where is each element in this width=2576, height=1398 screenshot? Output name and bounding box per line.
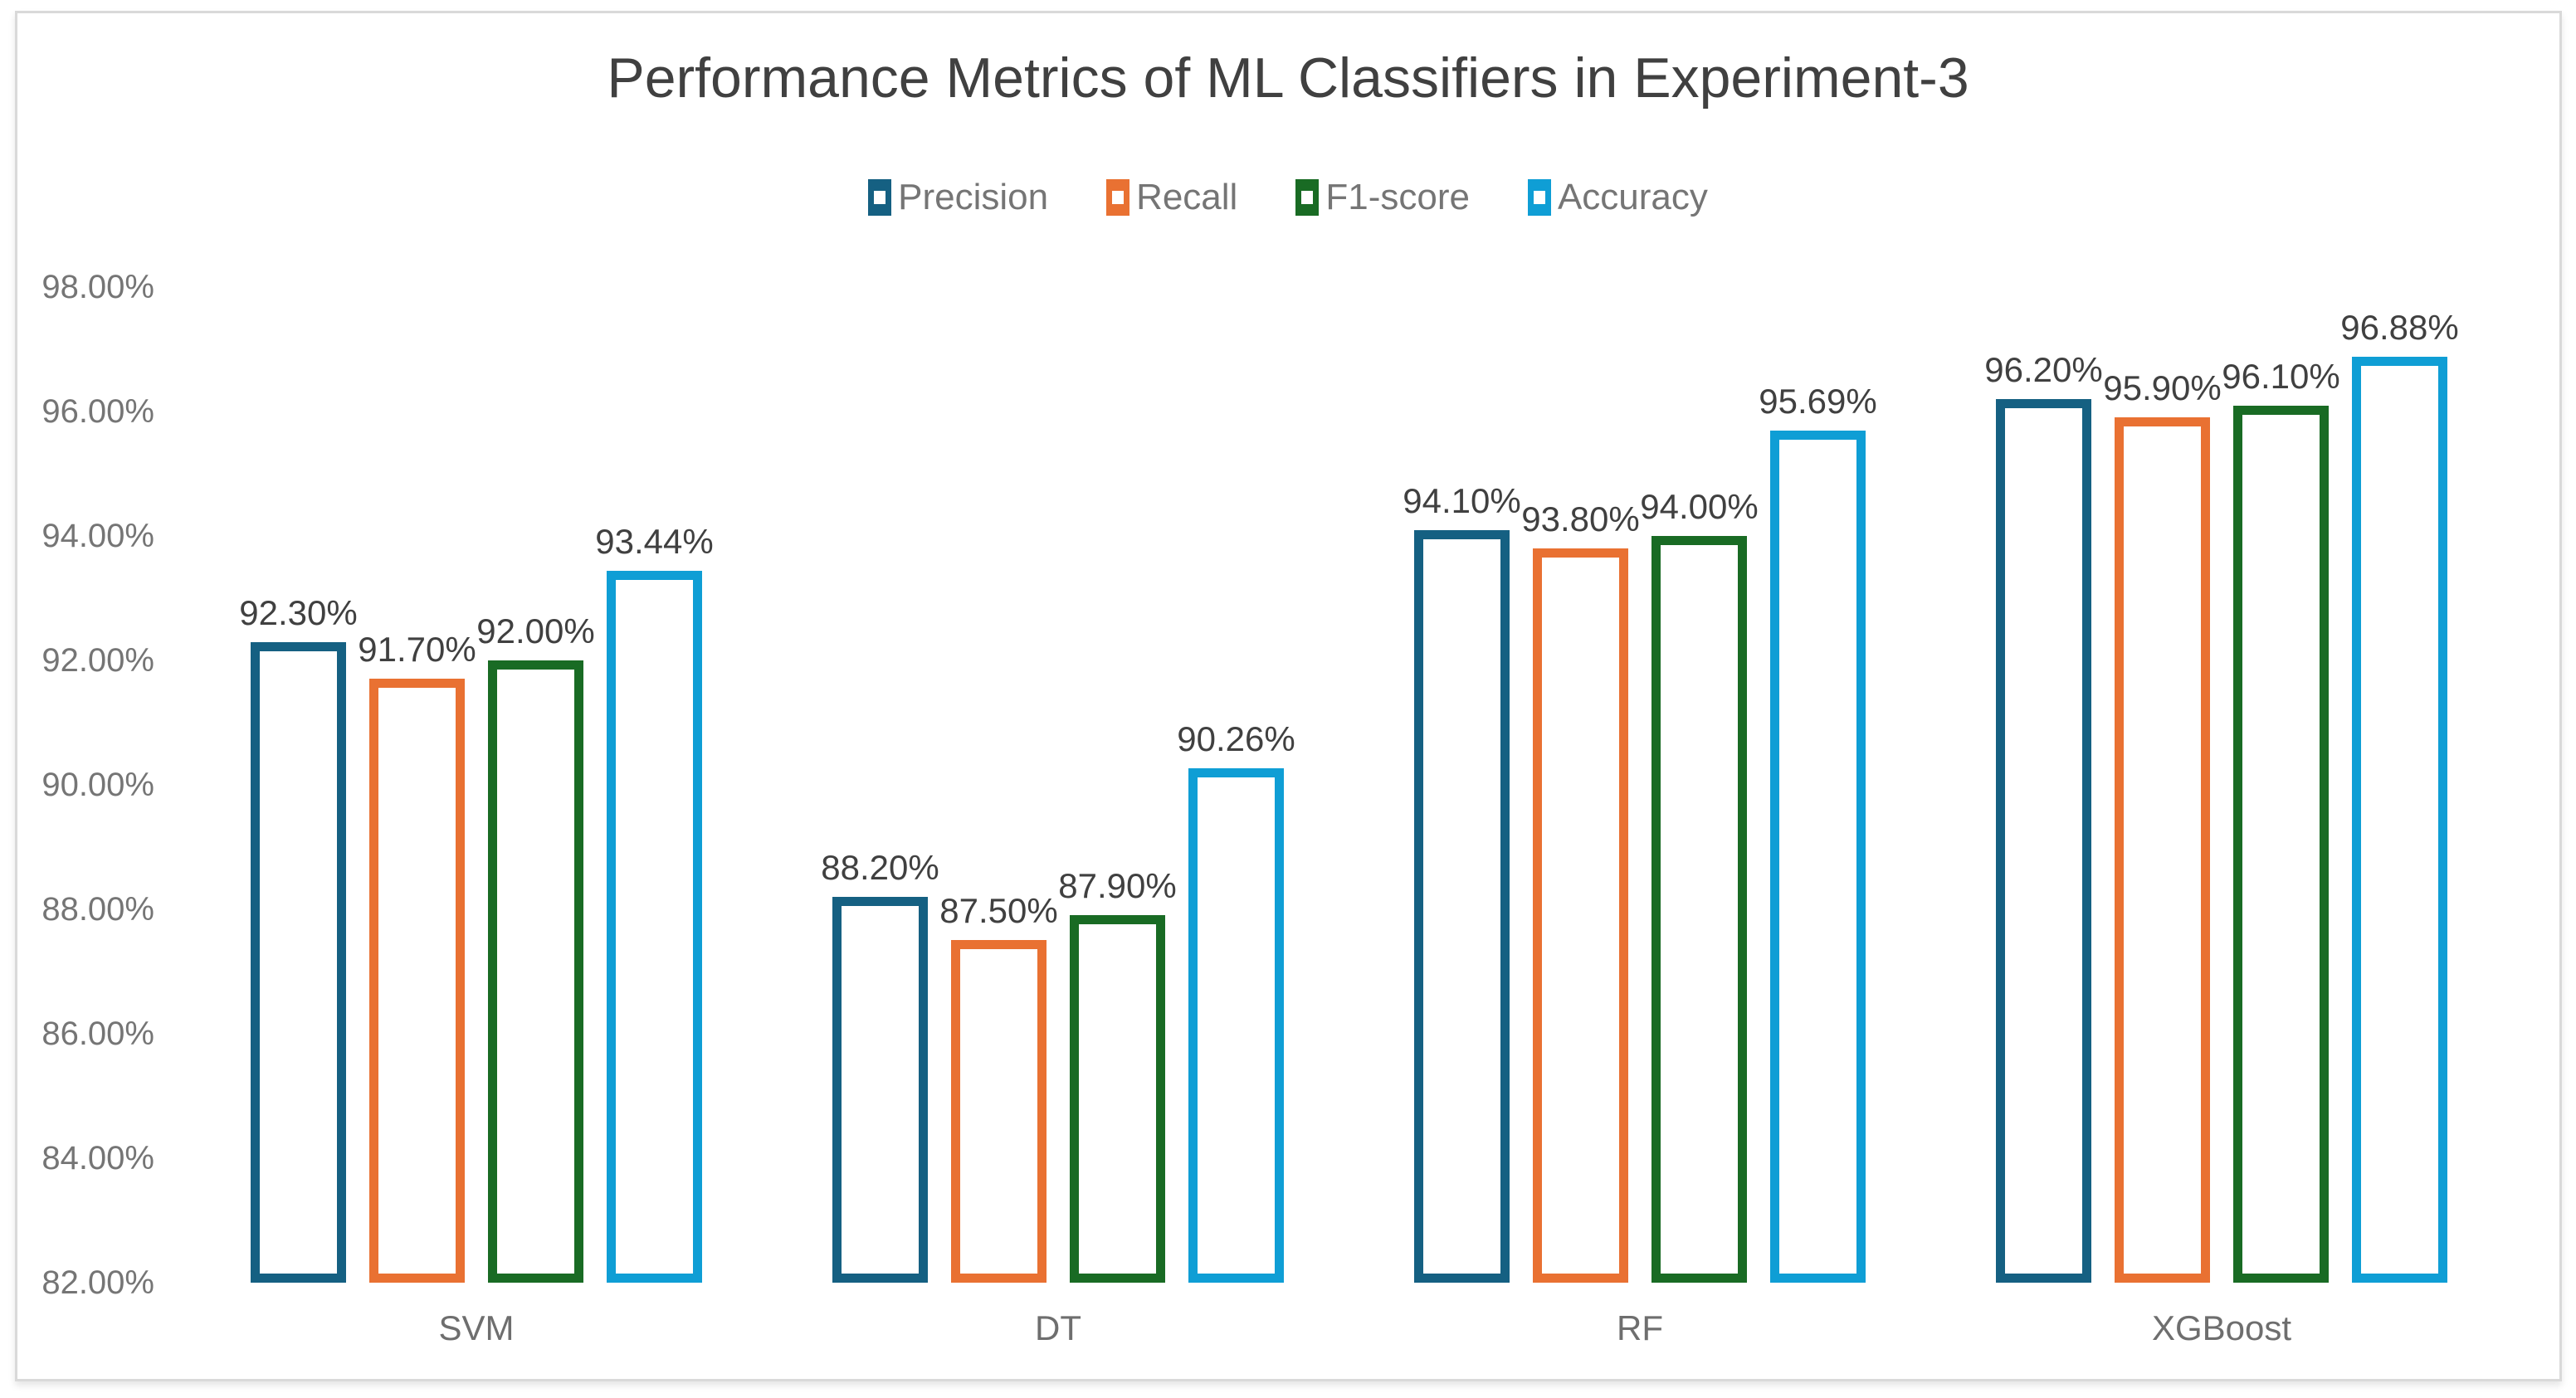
chart-legend: Precision Recall F1-score Accuracy [0,173,2576,222]
bar-value-label: 93.44% [595,522,714,561]
bar-xgboost-recall[interactable] [2115,417,2210,1283]
bar-value-label: 94.00% [1640,487,1759,526]
legend-label: Accuracy [1557,177,1708,217]
bar-group-svm: 92.30% 91.70% 92.00% 93.44% [239,287,714,1283]
bar-xgboost-f1-score[interactable] [2233,406,2329,1283]
bar-rf-recall[interactable] [1533,548,1628,1283]
y-axis-tick-label: 98.00% [41,269,154,305]
bar-slot: 93.80% [1521,502,1640,1283]
legend-swatch-inner [1301,191,1314,204]
legend-item-accuracy[interactable]: Accuracy [1527,177,1708,217]
bar-slot: 88.20% [821,850,939,1283]
y-axis-tick-label: 90.00% [41,767,154,803]
y-axis-tick-label: 82.00% [41,1264,154,1301]
bar-slot: 90.26% [1177,722,1295,1283]
x-axis-category-label-svm: SVM [438,1308,515,1347]
legend-swatch-inner [1112,191,1125,204]
legend-label: Precision [898,177,1049,217]
legend-label: Recall [1136,177,1238,217]
bar-value-label: 93.80% [1521,499,1640,538]
bar-dt-accuracy[interactable] [1188,768,1284,1283]
bar-slot: 95.69% [1759,384,1877,1283]
bar-value-label: 96.10% [2222,357,2340,396]
bar-rf-precision[interactable] [1414,530,1510,1283]
bar-value-label: 96.88% [2340,308,2459,347]
bar-slot: 92.30% [239,596,358,1283]
bar-slot: 93.44% [595,524,714,1283]
bar-dt-precision[interactable] [832,897,928,1283]
bar-slot: 87.50% [939,894,1058,1283]
legend-swatch-icon [1106,179,1130,216]
bar-slot: 96.20% [1984,353,2103,1283]
legend-item-f1-score[interactable]: F1-score [1295,179,1470,216]
bar-svm-recall[interactable] [369,679,465,1283]
y-axis-tick-label: 88.00% [41,891,154,928]
bar-value-label: 95.90% [2103,368,2222,407]
bar-slot: 95.90% [2103,371,2222,1283]
bar-value-label: 92.00% [476,611,595,650]
x-axis-category-label-rf: RF [1617,1308,1663,1347]
legend-item-recall[interactable]: Recall [1106,179,1237,216]
bar-group-dt: 88.20% 87.50% 87.90% 90.26% [821,287,1295,1283]
bar-slot: 87.90% [1058,869,1177,1283]
bar-value-label: 96.20% [1984,350,2103,389]
bar-value-label: 87.90% [1058,866,1177,905]
x-axis-category-label-dt: DT [1035,1308,1081,1347]
bar-value-label: 95.69% [1759,382,1877,421]
y-axis-tick-label: 92.00% [41,642,154,679]
x-axis-category-label-xgboost: XGBoost [2151,1308,2292,1347]
bar-slot: 94.10% [1403,484,1521,1283]
bar-value-label: 90.26% [1177,719,1295,758]
bar-value-label: 87.50% [939,891,1058,930]
bar-xgboost-accuracy[interactable] [2352,357,2447,1283]
y-axis-tick-label: 94.00% [41,518,154,554]
legend-item-precision[interactable]: Precision [868,179,1048,216]
bar-dt-recall[interactable] [951,940,1046,1283]
chart-title: Performance Metrics of ML Classifiers in… [607,46,1969,110]
legend-swatch-icon [1295,179,1320,216]
bar-value-label: 88.20% [821,848,939,887]
bar-svm-precision[interactable] [251,642,346,1283]
y-axis-tick-label: 86.00% [41,1016,154,1052]
bar-slot: 91.70% [358,632,476,1283]
bar-svm-f1-score[interactable] [488,660,583,1283]
bar-value-label: 91.70% [358,630,476,669]
bar-dt-f1-score[interactable] [1070,915,1165,1283]
bar-rf-accuracy[interactable] [1770,431,1866,1283]
legend-label: F1-score [1325,177,1470,217]
legend-swatch-icon [868,179,892,216]
bar-svm-accuracy[interactable] [607,571,702,1283]
bar-rf-f1-score[interactable] [1651,536,1747,1283]
legend-swatch-inner [874,191,886,204]
bar-slot: 94.00% [1640,490,1759,1283]
y-axis-tick-label: 84.00% [41,1140,154,1176]
legend-swatch-icon [1527,179,1551,216]
legend-swatch-inner [1533,191,1545,204]
bar-value-label: 94.10% [1403,481,1521,520]
bar-slot: 92.00% [476,614,595,1283]
bar-xgboost-precision[interactable] [1996,399,2091,1283]
bar-group-xgboost: 96.20% 95.90% 96.10% 96.88% [1984,287,2459,1283]
bar-group-rf: 94.10% 93.80% 94.00% 95.69% [1403,287,1877,1283]
bar-slot: 96.88% [2340,310,2459,1283]
bar-slot: 96.10% [2222,359,2340,1283]
bar-value-label: 92.30% [239,593,358,632]
y-axis-tick-label: 96.00% [41,393,154,430]
